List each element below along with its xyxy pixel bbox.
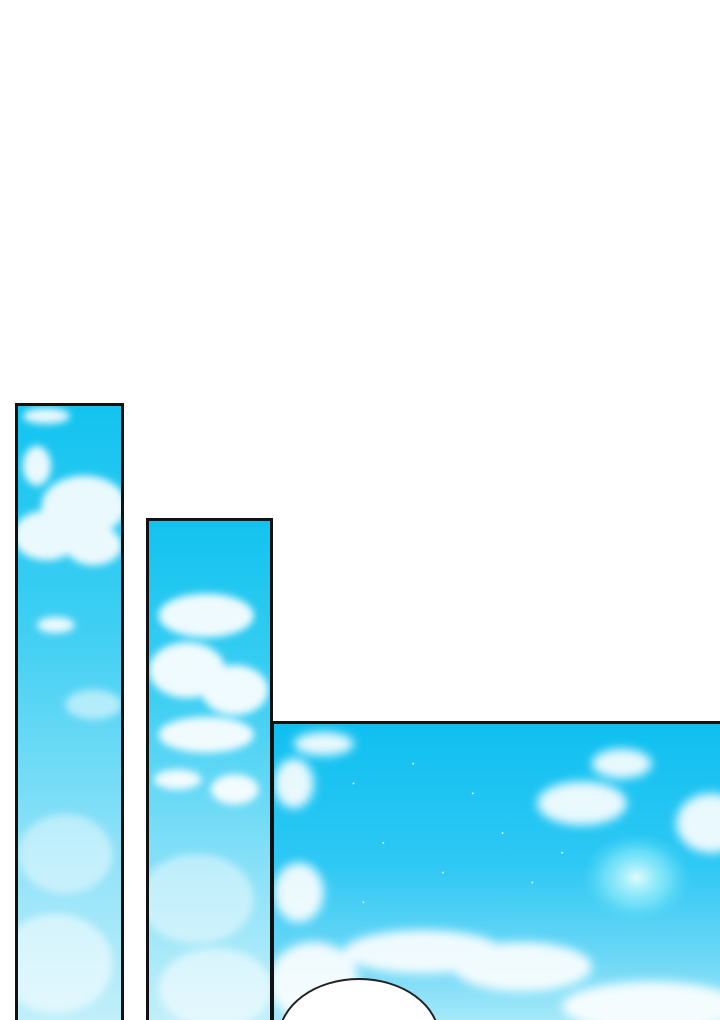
- sun-glow: [582, 832, 692, 923]
- clouds-illustration: [274, 731, 720, 1020]
- sky-panel-wide: [271, 721, 720, 1020]
- sky-panel-left: [15, 403, 124, 1020]
- clouds-illustration: [149, 593, 270, 1020]
- sky-panel-middle: [146, 518, 273, 1020]
- clouds-illustration: [18, 407, 121, 1014]
